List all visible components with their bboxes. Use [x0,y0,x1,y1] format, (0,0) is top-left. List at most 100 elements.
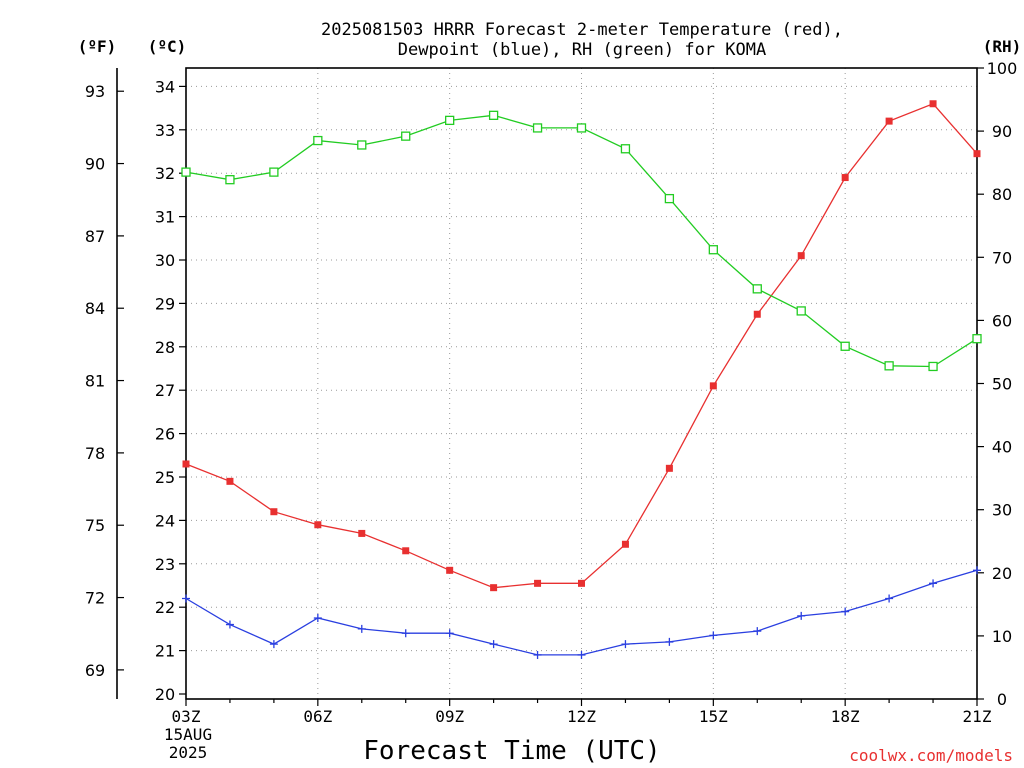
dewpoint-point [797,611,806,620]
rh-point [357,140,367,150]
temperature-point [973,150,981,158]
celsius-tick-label: 28 [155,338,175,357]
date-day-label: 15AUG [164,725,212,744]
dewpoint-point [489,640,498,649]
temperature-point [885,117,893,125]
fahrenheit-tick-label: 69 [85,661,105,680]
rh-point [752,284,762,294]
rh-tick-label: 20 [992,564,1012,583]
dewpoint-point [929,579,938,588]
celsius-tick-label: 21 [155,642,175,661]
dewpoint-point [753,627,762,636]
x-tick-label: 09Z [435,707,464,726]
dewpoint-point [269,640,278,649]
x-tick-label: 12Z [567,707,596,726]
x-tick-label: 15Z [699,707,728,726]
fahrenheit-tick-label: 84 [85,299,105,318]
unit-label-celsius: (ºC) [148,37,187,56]
unit-label-rh: (RH) [983,37,1022,56]
x-tick-label: 06Z [303,707,332,726]
rh-tick-label: 70 [992,248,1012,267]
series-layer [181,100,982,659]
dewpoint-point [665,637,674,646]
celsius-tick-label: 32 [155,164,175,183]
celsius-tick-label: 25 [155,468,175,487]
temperature-point [753,310,761,318]
fahrenheit-tick-label: 75 [85,516,105,535]
chart-title-line1: 2025081503 HRRR Forecast 2-meter Tempera… [321,20,843,40]
rh-tick-label: 50 [992,375,1012,394]
celsius-tick-label: 29 [155,294,175,313]
dewpoint-point [973,566,981,575]
dewpoint-point [401,629,410,638]
rh-point [796,306,806,316]
temperature-point [446,566,454,574]
x-tick-label: 21Z [963,707,992,726]
celsius-tick-label: 22 [155,598,175,617]
axis-layer: 20 21 22 23 24 25 26 27 28 29 30 31 32 33 34 69 72 75 78 81… [85,59,1017,726]
rh-tick-label: 40 [992,438,1012,457]
x-axis-title: Forecast Time (UTC) [363,736,660,766]
dewpoint-point [445,629,454,638]
dewpoint-point [709,631,718,640]
rh-point [664,193,675,204]
dewpoint-point [577,650,586,659]
fahrenheit-tick-label: 72 [85,589,105,608]
fahrenheit-tick-label: 90 [85,155,105,174]
x-tick-label: 18Z [831,707,860,726]
rh-point [884,361,894,371]
temperature-point [797,252,805,260]
rh-tick-label: 100 [987,59,1018,78]
temperature-point [358,529,366,537]
chart-title-line2: Dewpoint (blue), RH (green) for KOMA [398,40,766,60]
celsius-tick-label: 31 [155,208,175,227]
rh-point [620,144,631,154]
dewpoint-point [841,607,850,616]
date-year-label: 2025 [169,743,208,762]
rh-tick-label: 10 [992,627,1012,646]
rh-point [269,167,279,177]
temperature-line [185,103,978,589]
temperature-point [841,174,849,182]
temperature-point [314,521,322,529]
celsius-tick-label: 27 [155,381,175,400]
rh-point [445,115,455,126]
rh-point [576,123,587,133]
dewpoint-point [533,650,542,659]
rh-point [972,334,982,344]
dewpoint-point [313,614,322,623]
x-tick-label: 03Z [172,707,201,726]
fahrenheit-tick-label: 78 [85,444,105,463]
dewpoint-point [182,594,190,603]
rh-tick-label: 90 [992,122,1012,141]
temperature-point [270,508,278,516]
celsius-tick-label: 26 [155,425,175,444]
grid-layer [186,68,977,699]
temperature-point [226,477,234,485]
temperature-point [578,579,585,587]
celsius-tick-label: 23 [155,555,175,574]
credit-label: coolwx.com/models [849,746,1013,765]
celsius-tick-label: 30 [155,251,175,270]
rh-point [313,135,323,146]
celsius-tick-label: 33 [155,121,175,140]
rh-point [488,110,499,120]
rh-tick-label: 0 [997,690,1007,709]
unit-label-fahrenheit: (ºF) [78,37,117,56]
rh-point [532,123,543,133]
rh-point [928,361,938,372]
rh-tick-label: 30 [992,501,1012,520]
celsius-tick-label: 24 [155,511,175,530]
dewpoint-point [225,620,234,629]
rh-point [181,167,191,177]
temperature-point [490,584,498,592]
temperature-point [709,382,717,390]
rh-tick-label: 80 [992,185,1012,204]
dewpoint-point [621,640,630,649]
rh-tick-label: 60 [992,311,1012,330]
temperature-point [402,547,410,555]
fahrenheit-tick-label: 93 [85,82,105,101]
celsius-tick-label: 34 [155,77,175,96]
